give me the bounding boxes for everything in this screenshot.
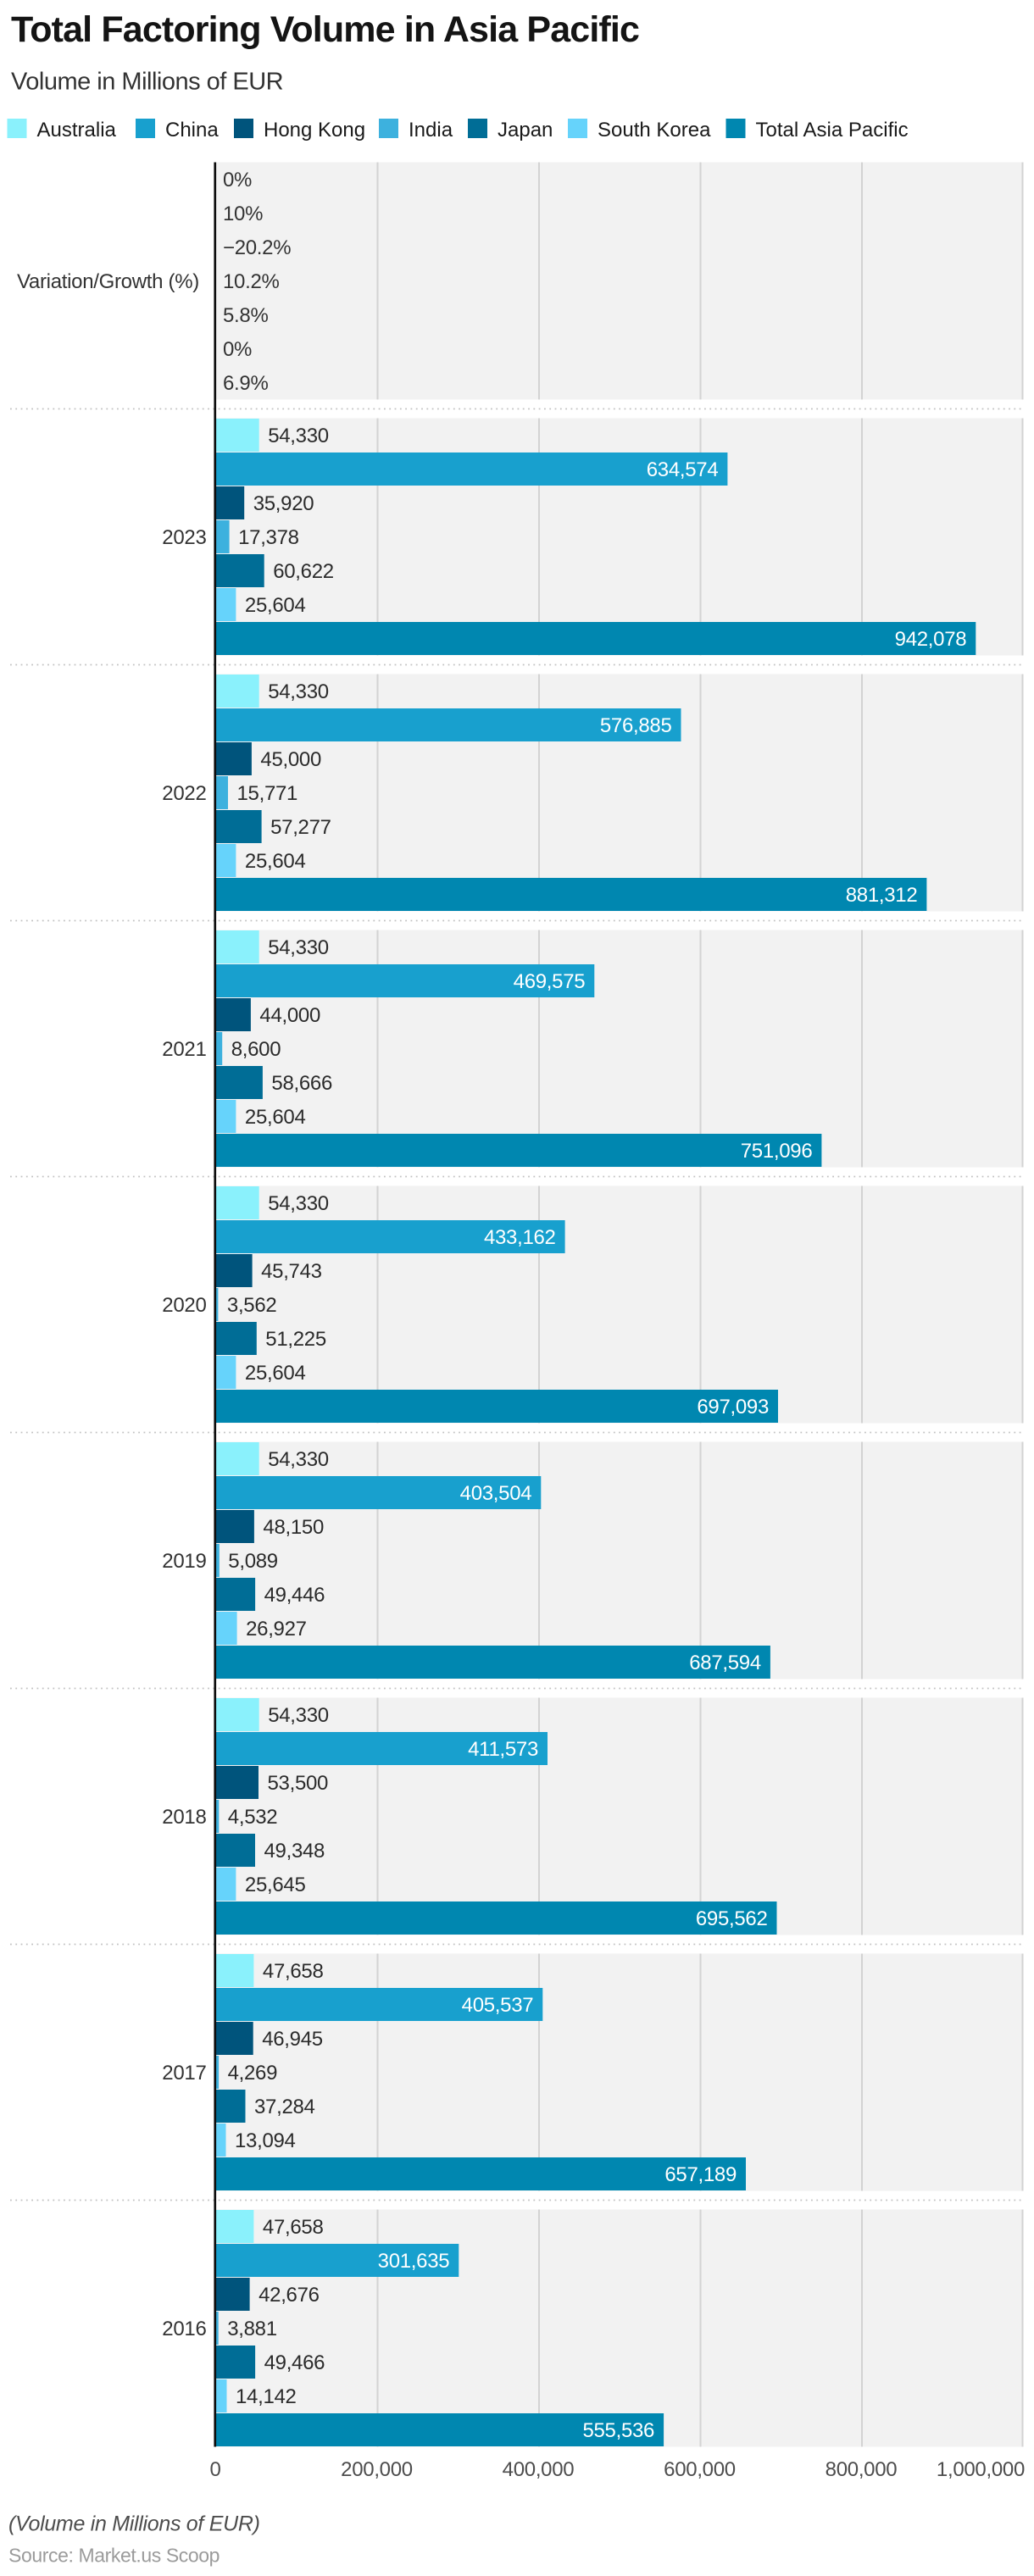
svg-text:47,658: 47,658 <box>263 1960 324 1983</box>
svg-text:2023: 2023 <box>162 526 206 549</box>
svg-text:634,574: 634,574 <box>647 458 719 481</box>
svg-text:53,500: 53,500 <box>268 1772 329 1795</box>
svg-text:42,676: 42,676 <box>258 2284 320 2307</box>
svg-text:411,573: 411,573 <box>468 1738 538 1761</box>
svg-text:54,330: 54,330 <box>268 936 329 959</box>
svg-text:2021: 2021 <box>162 1038 206 1061</box>
svg-text:555,536: 555,536 <box>582 2419 654 2442</box>
svg-text:800,000: 800,000 <box>826 2458 898 2481</box>
svg-text:49,446: 49,446 <box>264 1584 325 1607</box>
svg-text:Variation/Growth (%): Variation/Growth (%) <box>17 270 199 293</box>
svg-text:8,600: 8,600 <box>231 1038 281 1061</box>
svg-text:2020: 2020 <box>162 1294 206 1317</box>
svg-text:17,378: 17,378 <box>238 526 299 549</box>
svg-text:54,330: 54,330 <box>268 1448 329 1471</box>
svg-text:45,000: 45,000 <box>260 748 321 771</box>
svg-text:433,162: 433,162 <box>484 1226 556 1249</box>
svg-text:−20.2%: −20.2% <box>223 236 291 259</box>
svg-text:37,284: 37,284 <box>254 2096 315 2118</box>
svg-text:0: 0 <box>209 2458 220 2481</box>
svg-text:Source: Market.us Scoop: Source: Market.us Scoop <box>8 2545 220 2567</box>
svg-text:44,000: 44,000 <box>259 1004 320 1027</box>
svg-text:25,604: 25,604 <box>245 1362 306 1385</box>
svg-text:46,945: 46,945 <box>262 2028 323 2051</box>
svg-text:Volume in Millions of EUR: Volume in Millions of EUR <box>11 69 283 96</box>
svg-text:3,562: 3,562 <box>227 1294 277 1317</box>
svg-text:400,000: 400,000 <box>503 2458 575 2481</box>
svg-text:India: India <box>409 119 453 142</box>
svg-text:751,096: 751,096 <box>741 1140 813 1163</box>
svg-text:942,078: 942,078 <box>895 628 967 651</box>
svg-text:35,920: 35,920 <box>253 492 314 515</box>
svg-text:4,532: 4,532 <box>228 1806 278 1829</box>
svg-text:15,771: 15,771 <box>237 782 298 805</box>
svg-text:47,658: 47,658 <box>263 2216 324 2239</box>
svg-text:48,150: 48,150 <box>263 1516 324 1539</box>
svg-text:697,093: 697,093 <box>697 1396 769 1418</box>
svg-text:657,189: 657,189 <box>664 2163 737 2186</box>
svg-text:403,504: 403,504 <box>460 1482 532 1505</box>
svg-text:576,885: 576,885 <box>600 714 672 737</box>
svg-text:54,330: 54,330 <box>268 1704 329 1727</box>
svg-text:2017: 2017 <box>162 2062 206 2085</box>
svg-text:881,312: 881,312 <box>846 884 918 907</box>
svg-text:45,743: 45,743 <box>261 1260 322 1283</box>
svg-text:469,575: 469,575 <box>514 970 586 993</box>
svg-text:25,645: 25,645 <box>245 1874 306 1896</box>
svg-text:Total Asia Pacific: Total Asia Pacific <box>756 119 909 142</box>
svg-text:54,330: 54,330 <box>268 1192 329 1215</box>
svg-text:3,881: 3,881 <box>227 2318 277 2340</box>
svg-text:58,666: 58,666 <box>271 1072 332 1095</box>
svg-text:5.8%: 5.8% <box>223 304 269 327</box>
svg-text:25,604: 25,604 <box>245 1106 306 1129</box>
svg-text:10.2%: 10.2% <box>223 270 280 293</box>
svg-text:14,142: 14,142 <box>236 2385 297 2408</box>
svg-text:25,604: 25,604 <box>245 594 306 617</box>
svg-text:South Korea: South Korea <box>598 119 711 142</box>
svg-text:(Volume in Millions of EUR): (Volume in Millions of EUR) <box>8 2512 260 2536</box>
svg-text:301,635: 301,635 <box>378 2250 450 2273</box>
svg-text:49,466: 49,466 <box>264 2351 325 2374</box>
svg-text:2022: 2022 <box>162 782 206 805</box>
svg-text:2016: 2016 <box>162 2318 206 2340</box>
svg-text:10%: 10% <box>223 203 263 225</box>
svg-text:4,269: 4,269 <box>228 2062 278 2085</box>
svg-text:51,225: 51,225 <box>265 1328 326 1351</box>
svg-text:0%: 0% <box>223 338 252 361</box>
svg-text:2019: 2019 <box>162 1550 206 1573</box>
svg-text:54,330: 54,330 <box>268 680 329 703</box>
svg-text:Japan: Japan <box>498 119 553 142</box>
svg-text:60,622: 60,622 <box>273 560 334 583</box>
svg-text:13,094: 13,094 <box>235 2129 296 2152</box>
svg-text:5,089: 5,089 <box>228 1550 278 1573</box>
svg-text:0%: 0% <box>223 169 252 192</box>
svg-text:200,000: 200,000 <box>341 2458 413 2481</box>
svg-text:600,000: 600,000 <box>664 2458 736 2481</box>
svg-text:57,277: 57,277 <box>270 816 331 839</box>
svg-text:49,348: 49,348 <box>264 1840 325 1863</box>
svg-text:2018: 2018 <box>162 1806 206 1829</box>
svg-text:25,604: 25,604 <box>245 850 306 873</box>
svg-text:Hong Kong: Hong Kong <box>264 119 365 142</box>
svg-text:China: China <box>165 119 219 142</box>
svg-text:1,000,000: 1,000,000 <box>937 2458 1025 2481</box>
svg-text:405,537: 405,537 <box>462 1994 534 2017</box>
svg-text:54,330: 54,330 <box>268 425 329 447</box>
svg-text:Australia: Australia <box>37 119 117 142</box>
svg-text:695,562: 695,562 <box>696 1907 768 1930</box>
svg-text:6.9%: 6.9% <box>223 372 269 395</box>
svg-text:26,927: 26,927 <box>246 1618 307 1641</box>
svg-text:687,594: 687,594 <box>689 1652 761 1674</box>
svg-text:Total Factoring Volume in Asia: Total Factoring Volume in Asia Pacific <box>11 9 639 50</box>
